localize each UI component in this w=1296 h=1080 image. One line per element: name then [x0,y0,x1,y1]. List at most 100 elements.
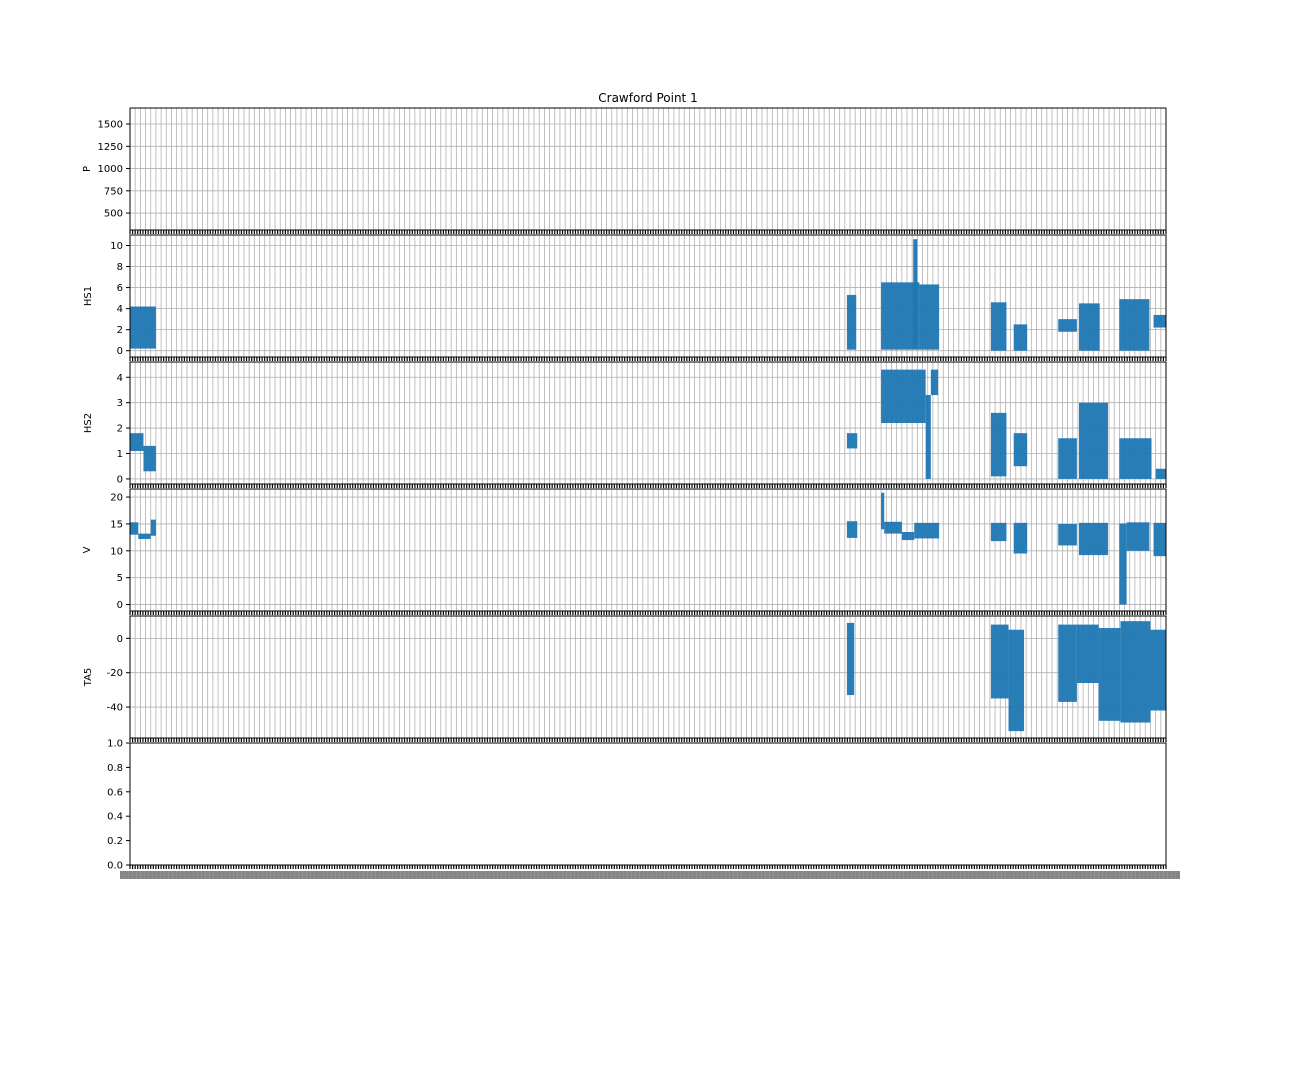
x-tick-labels [120,871,1180,879]
x-tick-label [680,871,685,879]
x-tick-label [1074,871,1079,879]
x-tick-label [1017,871,1022,879]
x-tick-label [217,871,222,879]
subplot-ta5: -40 -20 0 TA5 [83,615,1167,742]
subplot-v: 0 5 10 15 20 V [82,488,1167,615]
series-segment [914,522,940,539]
x-tick-label [668,871,673,879]
x-tick-label [323,871,328,879]
x-tick-label [895,871,900,879]
x-tick-label [1037,871,1042,879]
x-tick-label [591,871,596,879]
x-tick-label [814,871,819,879]
x-tick-label [704,871,709,879]
x-tick-label [1115,871,1120,879]
x-tick-label [912,871,916,879]
series-segment [990,412,1007,477]
series-segment [130,433,144,451]
x-tick-label [1139,871,1144,879]
x-tick-band [129,865,1167,869]
x-tick-label [1041,871,1046,879]
x-tick-label [924,871,929,879]
x-tick-label [448,871,453,879]
x-tick-label [851,871,856,879]
x-tick-label [749,871,754,879]
x-tick-label [367,871,372,879]
x-tick-label [1086,871,1091,879]
x-tick-label [676,871,681,879]
x-tick-label [412,871,417,879]
x-tick-label [838,871,843,879]
series-segment [846,622,855,696]
x-tick-label [249,871,254,879]
x-tick-label [363,871,368,879]
x-tick-label [574,871,579,879]
y-tick-label: 3 [117,398,123,409]
x-tick-label [916,871,921,879]
x-tick-label [976,871,981,879]
x-tick-label [201,871,206,879]
x-tick-label [416,871,421,879]
x-tick-label [310,871,315,879]
x-tick-label [1151,871,1156,879]
series-segment [881,282,920,350]
x-tick-label [664,871,669,879]
series-segment [1058,523,1077,546]
x-tick-label [408,871,413,879]
x-tick-label [176,871,181,879]
subplot-p: 500 750 1000 1250 1500 P [82,107,1167,234]
y-tick-label: 6 [117,283,123,294]
x-tick-label [920,871,925,879]
x-tick-label [314,871,319,879]
y-tick-label: 500 [104,209,123,220]
x-tick-label [172,871,177,879]
x-tick-label [254,871,259,879]
x-tick-label [1123,871,1128,879]
x-tick-label [1155,871,1160,879]
series-segment [1058,438,1077,479]
x-tick-label [631,871,636,879]
x-tick-label [294,871,299,879]
x-tick-label [1078,871,1083,879]
x-tick-label [542,871,547,879]
x-tick-label [603,871,608,879]
x-tick-label [534,871,539,879]
y-axis-label: HS1 [83,286,94,306]
y-tick-label: 0 [117,346,123,357]
x-tick-label [623,871,628,879]
x-tick-label [635,871,640,879]
x-tick-label [842,871,847,879]
x-tick-label [420,871,425,879]
x-tick-label [526,871,531,879]
x-tick-label [493,871,498,879]
y-tick-label: 2 [117,325,123,336]
x-tick-label [1033,871,1038,879]
x-tick-label [956,871,961,879]
x-tick-label [794,871,799,879]
x-tick-label [136,871,141,879]
x-tick-label [599,871,604,879]
x-tick-label [619,871,624,879]
x-tick-label [1167,871,1172,879]
y-tick-label: 1000 [98,164,123,175]
series-segment [1155,468,1166,479]
x-tick-label [124,871,129,879]
x-tick-label [847,871,852,879]
series-segment [925,395,931,479]
x-tick-label [826,871,831,879]
x-tick-label [944,871,949,879]
series-segment [1119,299,1150,351]
y-tick-label: 20 [110,493,123,504]
x-tick-label [1143,871,1148,879]
series-segment [1150,629,1166,711]
y-tick-label: 4 [117,373,123,384]
x-tick-label [1127,871,1132,879]
series-segment [881,369,926,423]
y-tick-label: 10 [110,241,123,252]
x-tick-label [209,871,214,879]
x-tick-label [753,871,758,879]
x-tick-label [428,871,433,879]
y-tick-label: 0.4 [107,812,123,823]
x-tick-label [132,871,137,879]
x-tick-label [1062,871,1067,879]
